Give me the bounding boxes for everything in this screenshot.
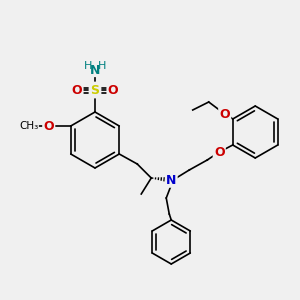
Text: O: O xyxy=(219,107,230,121)
Text: S: S xyxy=(91,83,100,97)
Text: H: H xyxy=(98,61,106,71)
Text: H: H xyxy=(84,61,92,71)
Text: O: O xyxy=(108,83,118,97)
Text: O: O xyxy=(214,146,225,158)
Text: O: O xyxy=(72,83,82,97)
Text: CH₃: CH₃ xyxy=(19,121,38,131)
Text: O: O xyxy=(44,119,54,133)
Text: N: N xyxy=(166,173,176,187)
Text: N: N xyxy=(90,64,100,76)
